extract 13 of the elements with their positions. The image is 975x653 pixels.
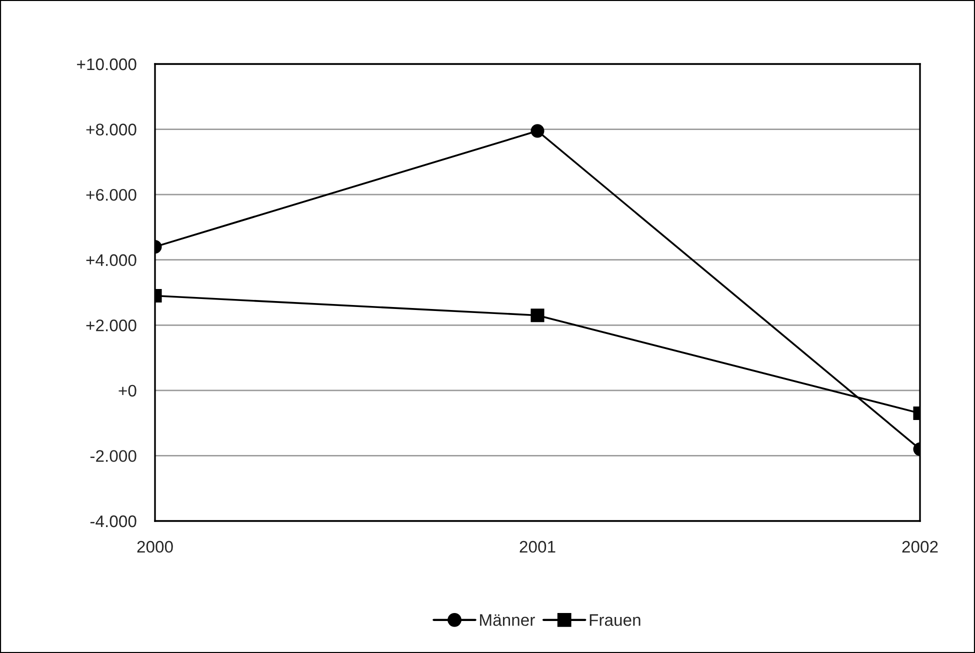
x-tick-label: 2002	[902, 540, 938, 553]
y-tick-label: +2.000	[86, 320, 136, 332]
y-tick-label: +10.000	[77, 58, 136, 70]
y-tick-label: -2.000	[90, 450, 136, 462]
y-tick-label: -4.000	[90, 515, 136, 528]
y-tick-label: +0	[118, 384, 136, 397]
y-tick-label: +4.000	[86, 254, 136, 266]
legend-label: Männer	[480, 614, 535, 626]
x-tick-label: 2000	[137, 540, 173, 553]
y-tick-label: +8.000	[86, 124, 136, 136]
x-tick-label: 2001	[520, 540, 556, 553]
y-tick-label: +6.000	[86, 188, 136, 201]
legend-label: Frauen	[590, 614, 640, 626]
